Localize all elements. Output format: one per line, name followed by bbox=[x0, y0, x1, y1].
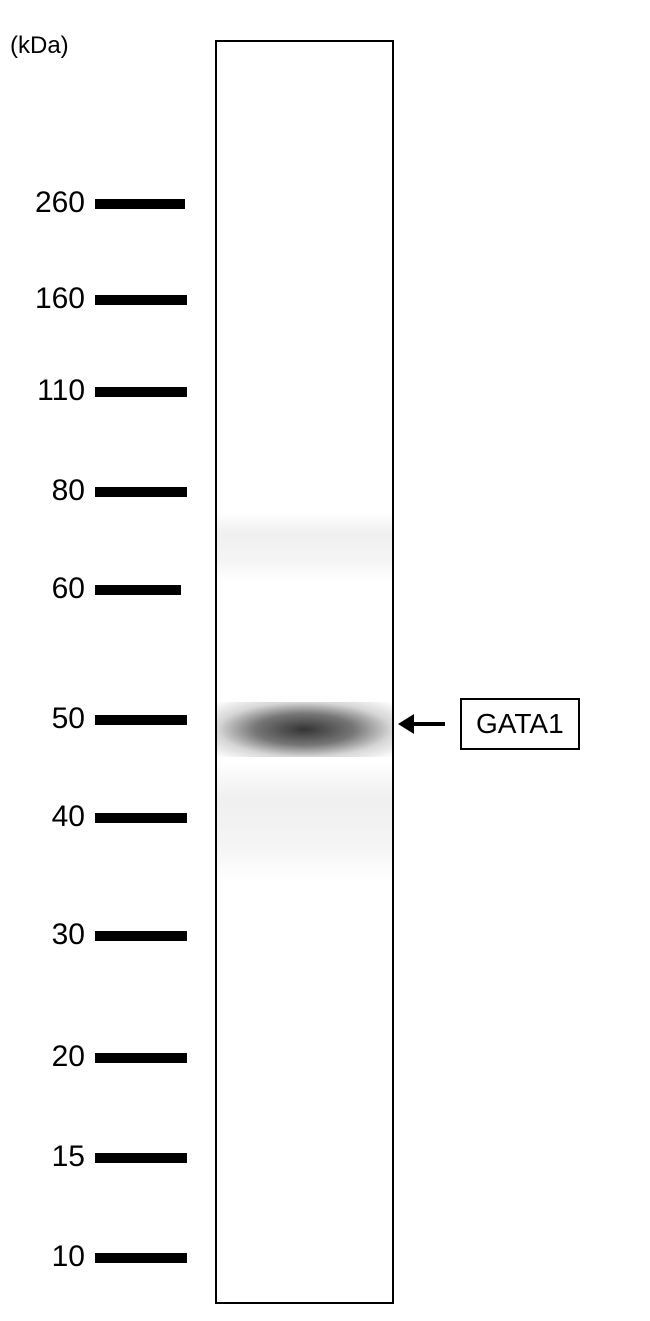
marker-tick bbox=[95, 585, 181, 595]
arrow-shaft bbox=[412, 722, 445, 726]
marker-tick bbox=[95, 1153, 187, 1163]
blot-figure: (kDa) 260 160 110 80 60 50 40 30 20 15 10 GATA1 bbox=[0, 0, 650, 1321]
marker-label: 110 bbox=[25, 374, 85, 408]
marker-tick bbox=[95, 199, 185, 209]
unit-label: (kDa) bbox=[10, 32, 69, 60]
marker-tick bbox=[95, 1253, 187, 1263]
blot-lane bbox=[215, 40, 394, 1304]
lane-smudge bbox=[217, 762, 392, 882]
lane-smudge bbox=[217, 512, 392, 582]
marker-label: 50 bbox=[25, 702, 85, 736]
marker-tick bbox=[95, 813, 187, 823]
marker-tick bbox=[95, 715, 187, 725]
annotation-text: GATA1 bbox=[476, 708, 564, 739]
marker-tick bbox=[95, 487, 187, 497]
marker-tick bbox=[95, 295, 187, 305]
marker-label: 260 bbox=[25, 186, 85, 220]
marker-label: 60 bbox=[25, 572, 85, 606]
arrow-head-icon bbox=[398, 714, 414, 734]
marker-tick bbox=[95, 387, 187, 397]
annotation-box: GATA1 bbox=[460, 698, 580, 750]
marker-label: 80 bbox=[25, 474, 85, 508]
marker-label: 30 bbox=[25, 918, 85, 952]
protein-band bbox=[217, 702, 392, 757]
marker-tick bbox=[95, 931, 187, 941]
marker-label: 20 bbox=[25, 1040, 85, 1074]
marker-tick bbox=[95, 1053, 187, 1063]
marker-label: 40 bbox=[25, 800, 85, 834]
marker-label: 160 bbox=[25, 282, 85, 316]
marker-label: 15 bbox=[25, 1140, 85, 1174]
marker-label: 10 bbox=[25, 1240, 85, 1274]
